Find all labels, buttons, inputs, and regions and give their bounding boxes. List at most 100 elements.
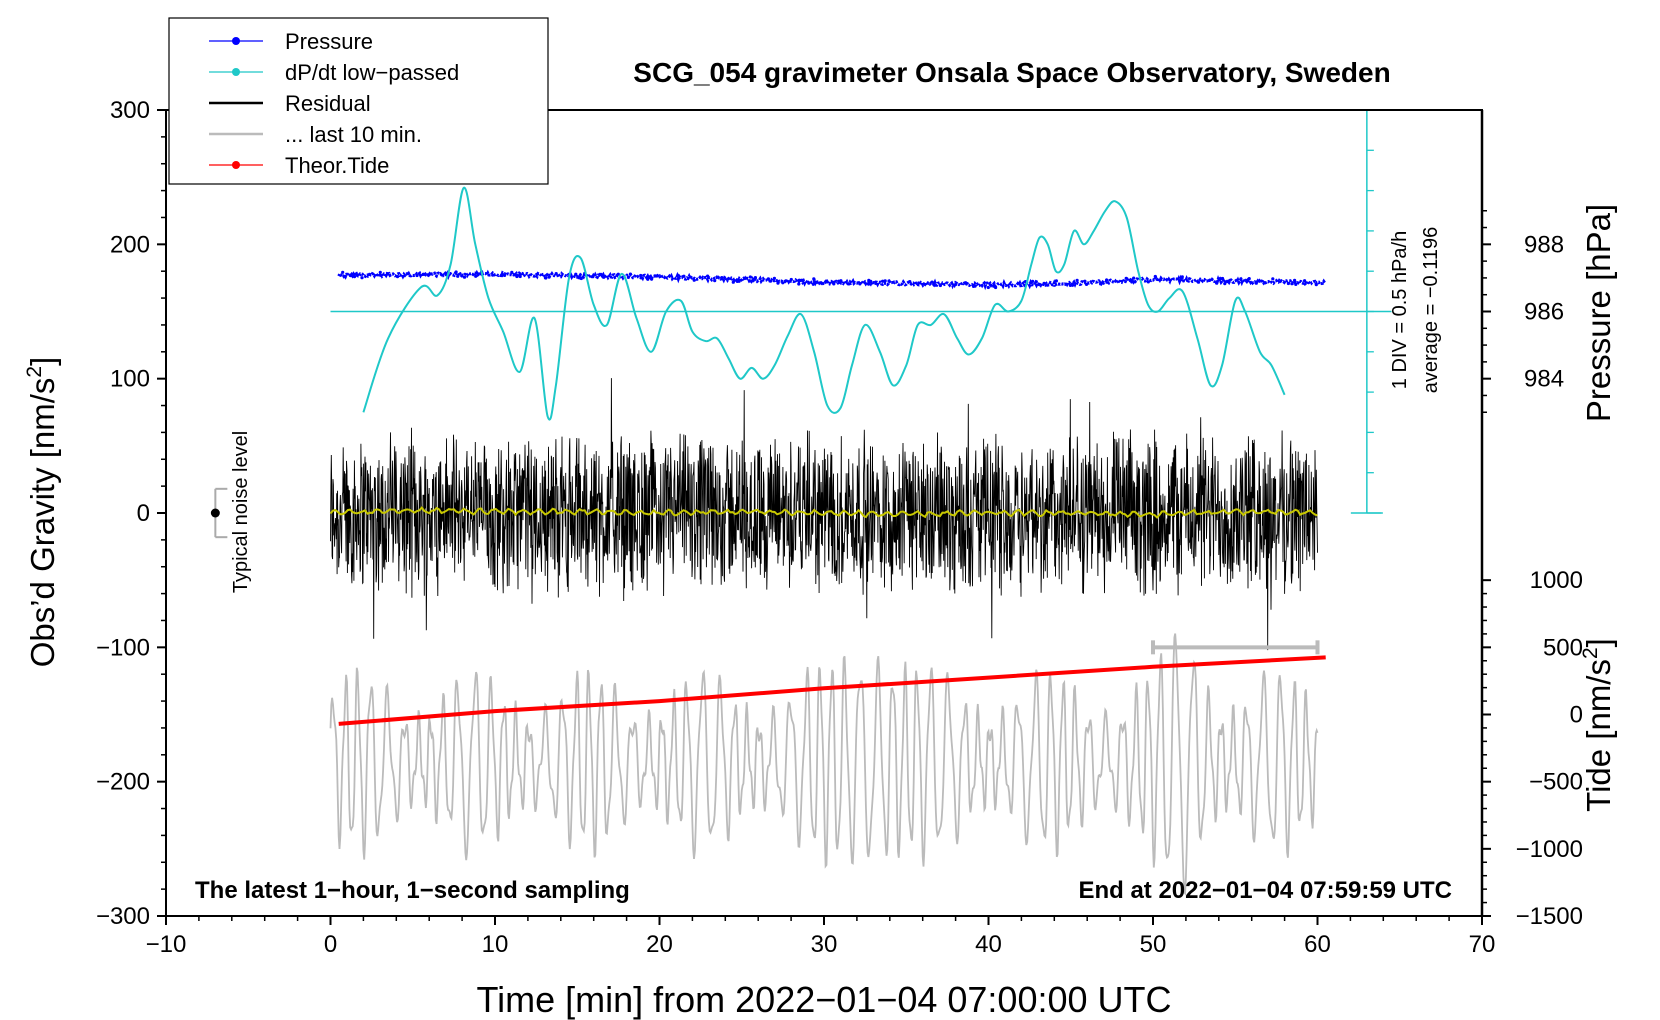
pressure-point bbox=[356, 273, 360, 277]
tide-tick-label: 1000 bbox=[1530, 567, 1583, 594]
x-tick-label: 20 bbox=[646, 931, 673, 958]
pressure-point bbox=[1153, 274, 1157, 279]
dpdt-line bbox=[362, 186, 1286, 421]
pressure-point bbox=[971, 284, 976, 288]
pressure-point bbox=[500, 273, 504, 277]
pressure-point bbox=[650, 277, 654, 281]
pressure-point bbox=[628, 272, 633, 276]
pressure-point bbox=[462, 275, 467, 279]
axes-layer: −10 0 10 20 30 40 50 60 70−300−200−1000100200300… bbox=[96, 97, 1583, 958]
pressure-point bbox=[881, 279, 885, 283]
pressure-point bbox=[858, 282, 862, 286]
noise-level-dot bbox=[210, 508, 220, 518]
pressure-line bbox=[337, 269, 1326, 291]
pressure-point bbox=[510, 270, 514, 274]
pressure-tick-label: 986 bbox=[1524, 299, 1564, 326]
pressure-point bbox=[460, 274, 464, 278]
legend-marker bbox=[232, 161, 240, 169]
pressure-point bbox=[772, 276, 777, 280]
legend-marker bbox=[232, 37, 240, 45]
tide-tick-label: −1500 bbox=[1516, 903, 1583, 930]
tide-axis-label-sup: 2 bbox=[1579, 647, 1602, 659]
pressure-point bbox=[720, 276, 724, 280]
tide-axis-label: Tide [nm/s2] bbox=[1579, 638, 1617, 812]
x-axis-label: Time [min] from 2022−01−04 07:00:00 UTC bbox=[476, 979, 1171, 1020]
pressure-point bbox=[602, 275, 606, 279]
pressure-point bbox=[579, 276, 583, 281]
pressure-point bbox=[964, 281, 968, 285]
x-tick-label: 60 bbox=[1304, 931, 1331, 958]
y-tick-label: 200 bbox=[110, 231, 150, 258]
y-axis-label-main: Obs’d Gravity [nm/s bbox=[24, 378, 61, 668]
tide-tick-label: −500 bbox=[1529, 769, 1583, 796]
pressure-point bbox=[819, 281, 823, 285]
legend-label: ... last 10 min. bbox=[285, 122, 422, 147]
pressure-point bbox=[797, 282, 801, 286]
pressure-point bbox=[938, 283, 943, 288]
pressure-point bbox=[646, 277, 650, 281]
sampling-note: The latest 1−hour, 1−second sampling bbox=[195, 877, 630, 904]
pressure-tick-label: 984 bbox=[1524, 366, 1564, 393]
legend: Pressure dP/dt low−passed Residual ... last… bbox=[168, 17, 549, 185]
pressure-point bbox=[776, 281, 780, 285]
pressure-point bbox=[706, 274, 710, 278]
pressure-point bbox=[839, 279, 843, 283]
pressure-point bbox=[1314, 283, 1318, 287]
pressure-point bbox=[807, 281, 811, 285]
pressure-axis-label: Pressure [hPa] bbox=[1580, 204, 1617, 422]
residual-line bbox=[330, 378, 1318, 651]
x-tick-label: 70 bbox=[1469, 931, 1496, 958]
end-time-note: End at 2022−01−04 07:59:59 UTC bbox=[1078, 877, 1452, 904]
pressure-point bbox=[518, 274, 522, 279]
pressure-point bbox=[824, 279, 828, 283]
pressure-point bbox=[1084, 282, 1089, 286]
tide-tick-label: 0 bbox=[1570, 702, 1583, 729]
pressure-point bbox=[1286, 281, 1290, 286]
pressure-point bbox=[1227, 279, 1231, 283]
pressure-point bbox=[626, 275, 631, 279]
legend-label: Pressure bbox=[285, 29, 373, 54]
legend-box bbox=[168, 17, 549, 185]
pressure-point bbox=[515, 274, 519, 279]
pressure-point bbox=[421, 272, 425, 276]
y-axis-label-end: ] bbox=[24, 357, 61, 366]
x-tick-label: 0 bbox=[324, 931, 337, 958]
pressure-point bbox=[1196, 280, 1201, 284]
pressure-point bbox=[1303, 279, 1307, 283]
pressure-point bbox=[1130, 279, 1134, 283]
pressure-point bbox=[811, 282, 815, 286]
pressure-point bbox=[994, 285, 998, 290]
pressure-point bbox=[769, 279, 773, 283]
pressure-point bbox=[954, 282, 958, 286]
pressure-point bbox=[1031, 279, 1035, 283]
pressure-point bbox=[867, 278, 871, 282]
x-tick-label: −10 bbox=[146, 931, 187, 958]
pressure-point bbox=[591, 275, 595, 279]
pressure-point bbox=[547, 275, 551, 279]
pressure-point bbox=[731, 280, 735, 284]
pressure-point bbox=[887, 279, 891, 283]
dpdt-average-label: average = −0.1196 bbox=[1420, 227, 1442, 393]
pressure-tick-label: 988 bbox=[1524, 231, 1564, 258]
pressure-point bbox=[748, 275, 752, 279]
pressure-point bbox=[415, 273, 419, 278]
residual-smoothed-line bbox=[329, 506, 1318, 519]
pressure-point bbox=[735, 279, 739, 283]
pressure-point bbox=[616, 272, 620, 276]
pressure-point bbox=[812, 277, 816, 281]
tide-tick-label: −1000 bbox=[1516, 836, 1583, 863]
pressure-point bbox=[986, 285, 990, 290]
pressure-point bbox=[474, 274, 478, 278]
pressure-point bbox=[395, 275, 400, 279]
pressure-point bbox=[753, 276, 758, 280]
pressure-point bbox=[1075, 278, 1079, 282]
pressure-point bbox=[1207, 278, 1212, 282]
y-axis-label-sup: 2 bbox=[23, 366, 46, 378]
pressure-point bbox=[385, 272, 389, 276]
pressure-point bbox=[1105, 278, 1109, 282]
pressure-point bbox=[491, 273, 495, 277]
chart-title: SCG_054 gravimeter Onsala Space Observat… bbox=[633, 57, 1390, 88]
pressure-point bbox=[518, 272, 522, 276]
y-tick-label: −200 bbox=[96, 769, 150, 796]
pressure-point bbox=[766, 277, 771, 281]
